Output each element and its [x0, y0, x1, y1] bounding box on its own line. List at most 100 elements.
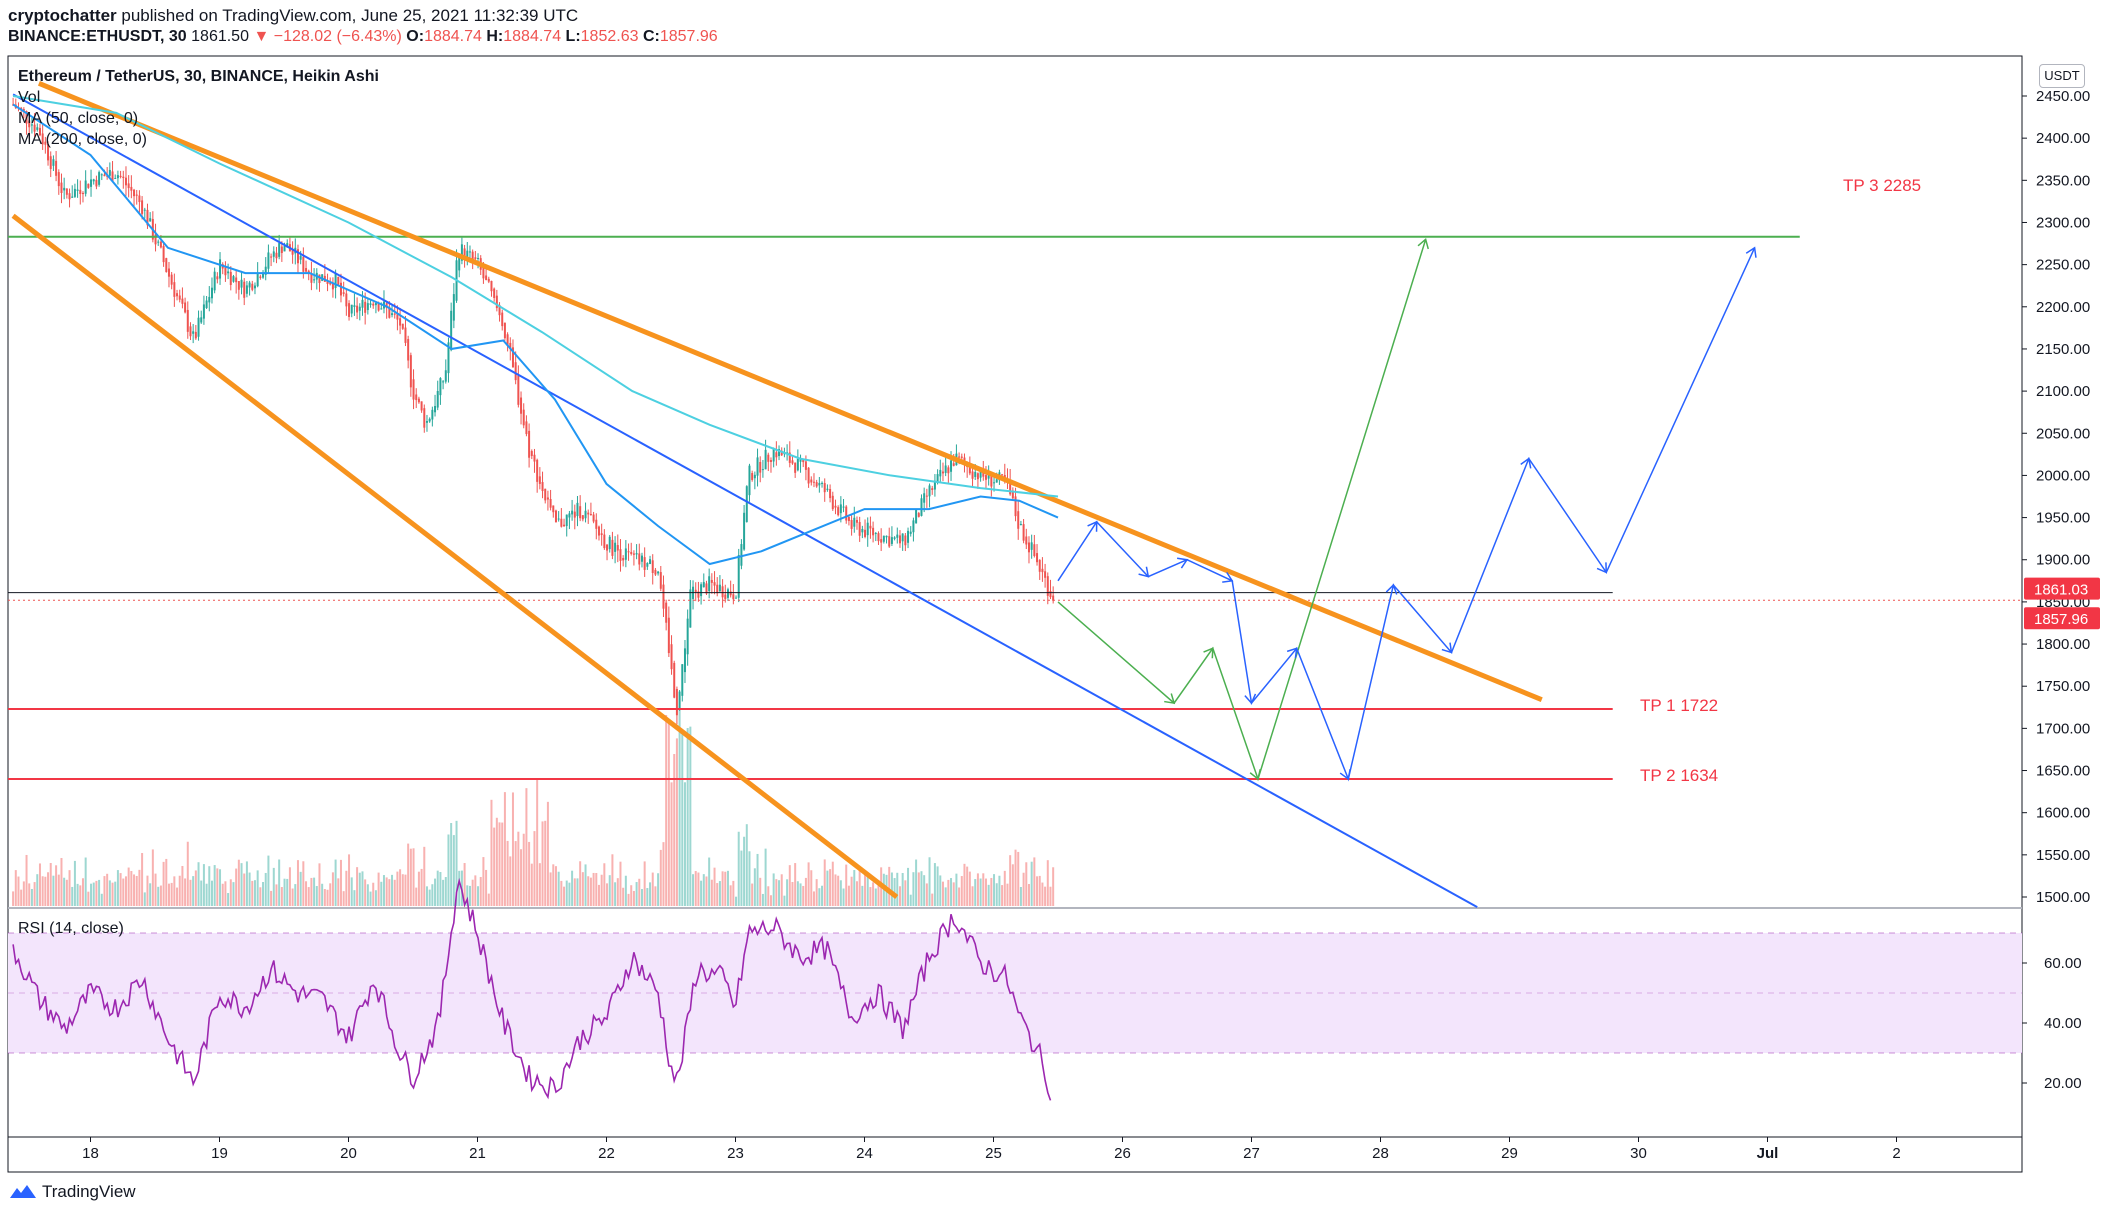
candle-body: [850, 520, 853, 529]
candle-body: [893, 537, 896, 539]
legend-vol[interactable]: Vol: [18, 89, 41, 106]
volume-bar: [272, 867, 275, 906]
publish-info: cryptochatter published on TradingView.c…: [8, 6, 578, 26]
candle-body: [275, 252, 278, 259]
symbol-label: BINANCE:ETHUSDT, 30: [8, 28, 187, 45]
volume-bar: [256, 870, 259, 906]
volume-bar: [1019, 886, 1022, 906]
rsi-legend[interactable]: RSI (14, close): [18, 920, 124, 937]
candle-body: [670, 644, 673, 670]
candle-body: [380, 308, 383, 310]
volume-bar: [208, 866, 211, 906]
volume-bar: [41, 876, 44, 906]
rsi-tick-label: 40.00: [2044, 1015, 2082, 1032]
volume-bar: [788, 865, 791, 906]
volume-bar: [305, 881, 308, 906]
candle-body: [374, 302, 377, 306]
candle-body: [81, 192, 84, 195]
candle-body: [907, 530, 910, 543]
candle-body: [202, 304, 205, 319]
volume-bar: [90, 883, 93, 906]
candle-body: [47, 143, 50, 161]
candle-body: [146, 209, 149, 226]
volume-bar: [286, 878, 289, 906]
volume-bar: [73, 860, 76, 906]
candle-body: [256, 273, 259, 287]
volume-bar: [141, 853, 144, 906]
candle-body: [25, 111, 28, 124]
volume-bar: [718, 881, 721, 906]
blue-channel-trendline: [12, 93, 1478, 908]
volume-bar: [525, 788, 528, 906]
volume-bar: [221, 883, 224, 906]
volume-bar: [565, 880, 568, 906]
volume-bar: [1033, 857, 1036, 906]
volume-bar: [22, 881, 25, 906]
volume-bar: [812, 891, 815, 906]
volume-bar: [944, 887, 947, 906]
candle-body: [95, 179, 98, 187]
candle-body: [130, 186, 133, 191]
candle-body: [286, 243, 289, 248]
volume-bar: [630, 885, 633, 906]
volume-bar: [681, 731, 684, 906]
candle-body: [904, 535, 907, 546]
candle-body: [28, 120, 31, 128]
candle-body: [751, 473, 754, 480]
candle-body: [606, 544, 609, 551]
volume-bar: [511, 792, 514, 906]
volume-bar: [267, 855, 270, 906]
candle-body: [377, 303, 380, 311]
price-tick-label: 1550.00: [2036, 847, 2090, 864]
price-tick-label: 2100.00: [2036, 383, 2090, 400]
candle-body: [880, 539, 883, 543]
volume-bar: [253, 880, 256, 906]
volume-bar: [713, 867, 716, 906]
candle-body: [767, 454, 770, 462]
candle-body: [845, 506, 848, 521]
candle-body: [200, 317, 203, 323]
volume-bar: [780, 874, 783, 906]
candle-body: [993, 482, 996, 484]
volume-bar: [554, 866, 557, 906]
currency-label[interactable]: USDT: [2039, 64, 2085, 88]
candle-body: [522, 409, 525, 426]
volume-bar: [1006, 883, 1009, 906]
volume-bar: [52, 875, 55, 906]
volume-bar: [302, 861, 305, 906]
candle-body: [364, 301, 367, 313]
candle-body: [952, 463, 955, 466]
volume-bar: [901, 873, 904, 906]
volume-bar: [751, 883, 754, 906]
legend-ma50[interactable]: MA (50, close, 0): [18, 110, 139, 127]
candle-body: [1052, 595, 1055, 601]
volume-bar: [310, 877, 313, 906]
candle-body: [826, 488, 829, 490]
volume-bar: [979, 878, 982, 906]
candle-body: [41, 133, 44, 145]
candle-body: [127, 183, 130, 189]
volume-bar: [966, 866, 969, 906]
volume-bar: [321, 883, 324, 906]
volume-bar: [861, 885, 864, 906]
legend-ma200[interactable]: MA (200, close, 0): [18, 131, 147, 148]
candle-body: [154, 234, 157, 245]
low-label: L:: [565, 28, 581, 45]
candle-body: [694, 589, 697, 592]
candle-body: [619, 549, 622, 561]
candle-body: [737, 555, 740, 598]
candle-body: [796, 458, 799, 471]
author-name[interactable]: cryptochatter: [8, 6, 117, 25]
volume-bar: [815, 879, 818, 906]
volume-bar: [186, 841, 189, 906]
volume-bar: [189, 879, 192, 906]
tp3-label: TP 3 2285: [1843, 176, 1921, 195]
volume-bar: [509, 856, 512, 906]
tradingview-brand[interactable]: TradingView: [10, 1182, 136, 1202]
candle-body: [296, 249, 299, 264]
volume-bar: [159, 885, 162, 906]
candle-body: [622, 557, 625, 561]
volume-bar: [888, 866, 891, 906]
date-tick-label: 2: [1892, 1145, 1900, 1162]
